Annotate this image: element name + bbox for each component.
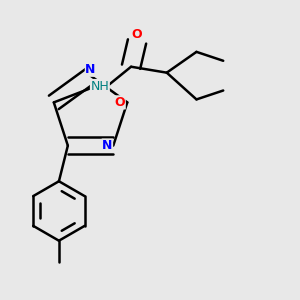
Text: NH: NH bbox=[91, 80, 109, 92]
Text: N: N bbox=[85, 63, 96, 76]
Text: O: O bbox=[115, 96, 125, 109]
Text: N: N bbox=[102, 139, 112, 152]
Text: O: O bbox=[132, 28, 142, 40]
